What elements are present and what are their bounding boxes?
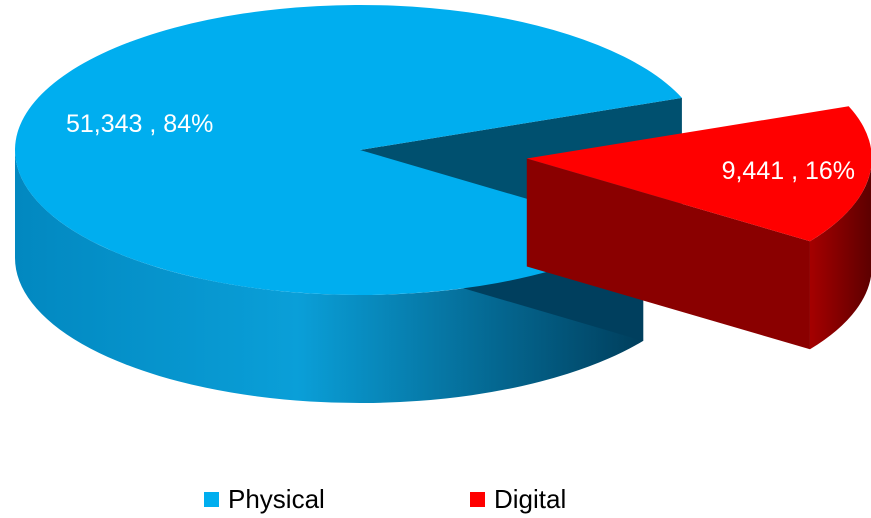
pie-cut-digital (526, 158, 810, 350)
pie-slice-digital (526, 106, 871, 242)
legend-swatch-digital (470, 491, 485, 507)
data-label-physical: 51,343 , 84% (66, 110, 213, 138)
legend-item-digital: Digital (470, 482, 566, 516)
legend-item-physical: Physical (204, 482, 325, 516)
pie-side-digital (809, 167, 871, 350)
data-label-digital: 9,441 , 16% (722, 157, 855, 185)
legend-label-physical: Physical (228, 484, 325, 514)
legend-label-digital: Digital (494, 484, 567, 514)
pie-slice-physical (15, 5, 682, 296)
pie-side-physical (15, 150, 644, 404)
legend-swatch-physical (204, 491, 219, 507)
chart-legend: Physical Digital (0, 482, 871, 516)
